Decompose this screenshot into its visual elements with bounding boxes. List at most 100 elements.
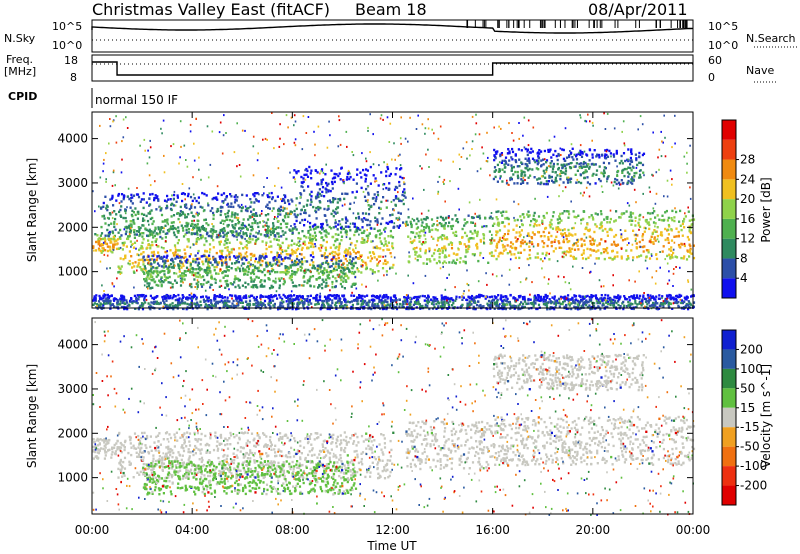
heatmap-cell <box>364 177 367 181</box>
heatmap-cell <box>473 253 476 256</box>
heatmap-cell <box>634 302 637 305</box>
heatmap-cell <box>413 239 416 242</box>
heatmap-cell <box>512 304 515 307</box>
heatmap-cell <box>122 197 125 201</box>
heatmap-cell <box>496 163 499 167</box>
heatmap-cell <box>509 245 512 248</box>
heatmap-cell <box>561 165 565 168</box>
heatmap-cell <box>332 198 335 202</box>
heatmap-cell <box>196 264 199 267</box>
heatmap-cell <box>344 221 348 224</box>
heatmap-cell <box>310 259 313 262</box>
heatmap-cell <box>231 213 234 216</box>
heatmap-cell <box>302 275 306 278</box>
heatmap-cell <box>230 215 233 218</box>
heatmap-cell <box>530 236 534 240</box>
heatmap-cell <box>109 304 112 307</box>
heatmap-cell <box>488 216 491 220</box>
heatmap-cell <box>385 206 388 209</box>
heatmap-cell <box>574 233 577 236</box>
heatmap-cell <box>496 180 499 183</box>
heatmap-cell <box>316 301 320 304</box>
heatmap-cell <box>253 265 257 268</box>
heatmap-cell <box>683 217 686 221</box>
nsky-tick-low: 10^0 <box>52 39 82 52</box>
heatmap-cell <box>151 286 154 289</box>
heatmap-cell <box>572 226 575 230</box>
heatmap-cell <box>652 241 655 244</box>
heatmap-cell <box>407 216 410 219</box>
heatmap-cell <box>501 252 504 255</box>
heatmap-cell <box>606 305 609 309</box>
heatmap-cell <box>249 294 252 297</box>
heatmap-cell <box>482 305 485 308</box>
heatmap-cell <box>343 268 346 271</box>
heatmap-cell <box>157 274 160 277</box>
heatmap-cell <box>456 258 459 261</box>
heatmap-cell <box>245 232 248 235</box>
heatmap-cell <box>595 173 598 176</box>
heatmap-cell <box>638 302 641 305</box>
heatmap-cell <box>256 267 259 270</box>
heatmap-cell <box>113 240 116 243</box>
heatmap-cell <box>465 251 468 254</box>
heatmap-cell <box>269 261 272 265</box>
heatmap-cell <box>379 294 382 297</box>
heatmap-cell <box>348 268 351 271</box>
heatmap-cell <box>269 301 272 304</box>
heatmap-cell <box>357 215 360 219</box>
heatmap-cell <box>192 226 195 229</box>
heatmap-cell <box>304 268 307 271</box>
heatmap-cell <box>424 240 427 244</box>
heatmap-cell <box>139 226 142 230</box>
heatmap-cell <box>289 210 292 213</box>
heatmap-cell <box>625 258 628 261</box>
heatmap-cell <box>191 219 194 223</box>
heatmap-cell <box>133 265 136 268</box>
heatmap-cell <box>569 254 572 258</box>
heatmap-cell <box>360 303 363 307</box>
heatmap-cell <box>408 255 411 258</box>
heatmap-cell <box>201 206 204 209</box>
heatmap-cell <box>634 299 637 303</box>
heatmap-cell <box>446 237 449 241</box>
heatmap-cell <box>235 230 238 233</box>
heatmap-cell <box>561 234 564 237</box>
heatmap-cell <box>638 297 641 300</box>
heatmap-cell <box>356 298 359 302</box>
heatmap-cell <box>638 151 641 155</box>
heatmap-cell <box>187 192 190 196</box>
heatmap-cell <box>241 262 244 265</box>
heatmap-cell <box>231 231 234 234</box>
heatmap-cell <box>345 304 348 307</box>
heatmap-cell <box>119 257 122 260</box>
heatmap-cell <box>507 300 510 304</box>
heatmap-cell <box>154 270 158 273</box>
heatmap-cell <box>94 233 97 236</box>
heatmap-cell <box>339 178 342 181</box>
heatmap-cell <box>254 235 257 238</box>
heatmap-cell <box>297 231 300 235</box>
heatmap-cell <box>385 293 388 297</box>
heatmap-cell <box>392 307 395 310</box>
heatmap-cell <box>229 294 232 297</box>
heatmap-cell <box>434 228 437 231</box>
heatmap-cell <box>115 306 118 309</box>
heatmap-cell <box>330 227 333 230</box>
heatmap-cell <box>504 299 508 302</box>
heatmap-cell <box>500 152 503 155</box>
heatmap-cell <box>216 235 219 239</box>
heatmap-cell <box>216 207 219 211</box>
heatmap-cell <box>233 213 236 217</box>
heatmap-cell <box>520 149 523 152</box>
heatmap-cell <box>681 301 684 305</box>
heatmap-cell <box>318 276 321 279</box>
heatmap-cell <box>354 252 357 255</box>
heatmap-cell <box>176 241 179 245</box>
heatmap-cell <box>242 218 245 221</box>
heatmap-cell <box>204 269 207 272</box>
heatmap-cell <box>340 239 343 242</box>
heatmap-cell <box>503 163 506 166</box>
heatmap-cell <box>638 161 641 164</box>
heatmap-cell <box>239 295 242 298</box>
